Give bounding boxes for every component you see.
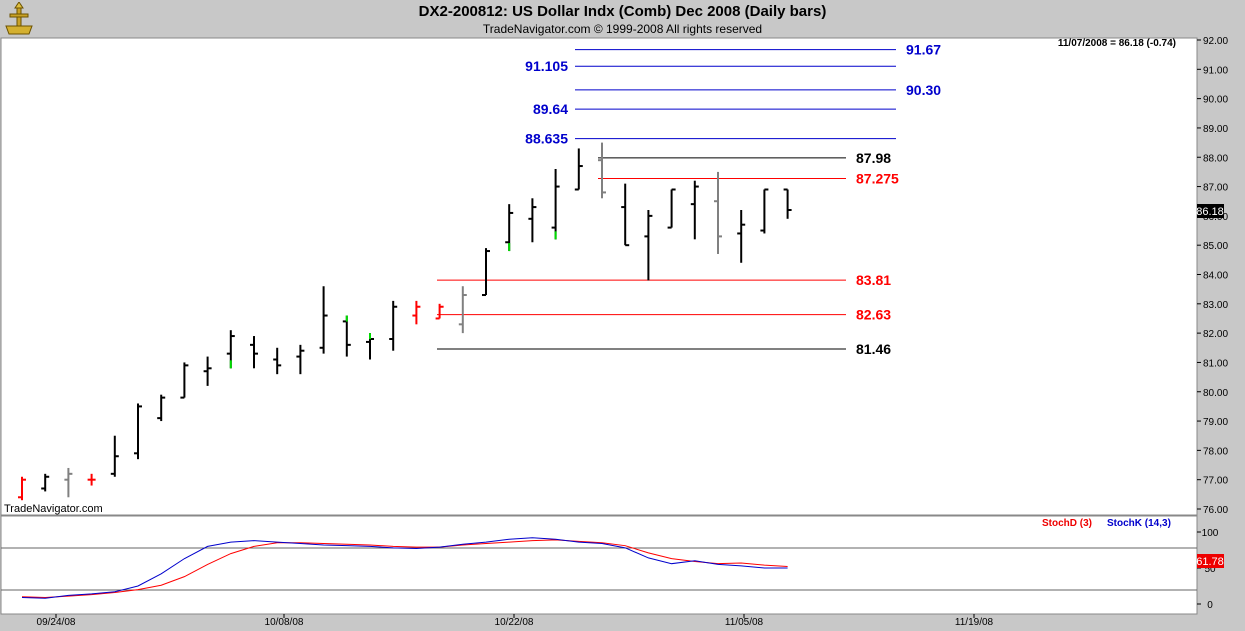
ohlc-bar [458, 286, 467, 334]
y-tick-label: 92.00 [1203, 36, 1228, 47]
ohlc-bar [319, 286, 328, 354]
y-tick-label: 87.00 [1203, 183, 1228, 194]
ohlc-bar [737, 210, 746, 263]
ohlc-bar [574, 148, 583, 191]
ohlc-bar [296, 344, 305, 375]
ohlc-bar [87, 473, 96, 486]
y-tick-label: 80.00 [1203, 388, 1228, 399]
ohlc-bar [528, 198, 537, 243]
y-tick-label: 82.00 [1203, 329, 1228, 340]
ohlc-bar [389, 300, 398, 351]
ohlc-bar [482, 248, 490, 297]
ohlc-bar [41, 473, 50, 492]
fib-levels: 91.67 91.105 90.30 89.64 88.635 87.98 87.275 83… [437, 42, 941, 357]
stoch-value-tag-bg [1197, 554, 1224, 568]
level-label: 81.46 [856, 341, 891, 357]
stoch-axis: 100 50 0 [1197, 528, 1219, 611]
stoch-pane [0, 515, 1198, 615]
ohlc-bar [134, 403, 142, 460]
ohlc-bar [435, 303, 444, 320]
level-label: 91.67 [906, 42, 941, 58]
ohlc-bar [273, 347, 282, 375]
tradenavigator-logo-icon [5, 2, 33, 35]
date-axis: 09/24/08 10/08/08 10/22/08 11/05/08 11/19/08 [37, 614, 994, 628]
stoch-d-legend: StochD (3) [1042, 518, 1092, 529]
ohlc-bar [226, 330, 235, 369]
ohlc-bar [714, 171, 722, 254]
stoch-series-line [21, 539, 788, 599]
watermark: TradeNavigator.com [4, 503, 103, 515]
ohlc-bar [342, 315, 351, 357]
y-tick-label: 91.00 [1203, 65, 1228, 76]
level-label: 91.105 [525, 58, 568, 74]
stoch-value-tag: 61.78 [1196, 556, 1224, 568]
last-price-tag-bg [1197, 204, 1224, 218]
x-tick-label: 11/05/08 [725, 617, 764, 628]
stoch-tick-label: 100 [1202, 528, 1219, 539]
ohlc-bar [180, 362, 189, 399]
level-label: 82.63 [856, 307, 891, 323]
y-tick-label: 83.00 [1203, 300, 1228, 311]
ohlc-bars [18, 142, 792, 501]
ohlc-bar [203, 356, 212, 386]
y-tick-label: 76.00 [1203, 505, 1228, 516]
y-tick-label: 84.00 [1203, 271, 1228, 282]
y-tick-label: 78.00 [1203, 446, 1228, 457]
price-axis: 92.0091.0090.0089.0088.0087.0086.0085.00… [1197, 36, 1228, 516]
ohlc-bar [64, 467, 73, 498]
y-tick-label: 88.00 [1203, 153, 1228, 164]
stoch-tick-label: 50 [1204, 564, 1216, 575]
ohlc-bar [690, 180, 699, 240]
ohlc-bar [667, 188, 676, 229]
ohlc-bar [157, 394, 166, 422]
ohlc-bar [110, 435, 119, 477]
price-pane [0, 37, 1198, 516]
level-label: 89.64 [533, 101, 568, 117]
ohlc-bar [760, 188, 769, 234]
x-tick-label: 11/19/08 [955, 617, 994, 628]
ohlc-bar [783, 188, 792, 219]
ohlc-bar [598, 142, 606, 199]
y-tick-label: 90.00 [1203, 95, 1228, 106]
ohlc-bar [644, 210, 653, 281]
x-tick-label: 09/24/08 [37, 617, 76, 628]
ohlc-bar [505, 204, 514, 252]
chart-title: DX2-200812: US Dollar Indx (Comb) Dec 20… [418, 3, 827, 20]
y-tick-label: 79.00 [1203, 417, 1228, 428]
stochastic-lines [1, 537, 1197, 599]
ohlc-bar [412, 300, 421, 325]
copyright-text: TradeNavigator.com © 1999-2008 All right… [482, 22, 763, 36]
stoch-series-line [21, 537, 788, 599]
y-tick-label: 85.00 [1203, 241, 1228, 252]
y-tick-label: 77.00 [1203, 476, 1228, 487]
stoch-tick-label: 0 [1207, 600, 1213, 611]
ohlc-bar [18, 476, 26, 501]
level-label: 90.30 [906, 82, 941, 98]
last-price-tag: 86.18 [1196, 206, 1224, 218]
level-label: 87.98 [856, 150, 891, 166]
level-label: 88.635 [525, 131, 568, 147]
ohlc-bar [366, 333, 374, 360]
level-label: 83.81 [856, 272, 891, 288]
level-label: 87.275 [856, 171, 899, 187]
x-tick-label: 10/22/08 [495, 617, 534, 628]
y-tick-label: 81.00 [1203, 358, 1228, 369]
quote-text: 11/07/2008 = 86.18 (-0.74) [1058, 38, 1176, 49]
ohlc-bar [551, 168, 560, 240]
ohlc-bar [250, 336, 258, 369]
x-tick-label: 10/08/08 [265, 617, 304, 628]
stoch-k-legend: StochK (14,3) [1107, 518, 1171, 529]
ohlc-bar [621, 183, 630, 247]
y-tick-label: 89.00 [1203, 124, 1228, 135]
